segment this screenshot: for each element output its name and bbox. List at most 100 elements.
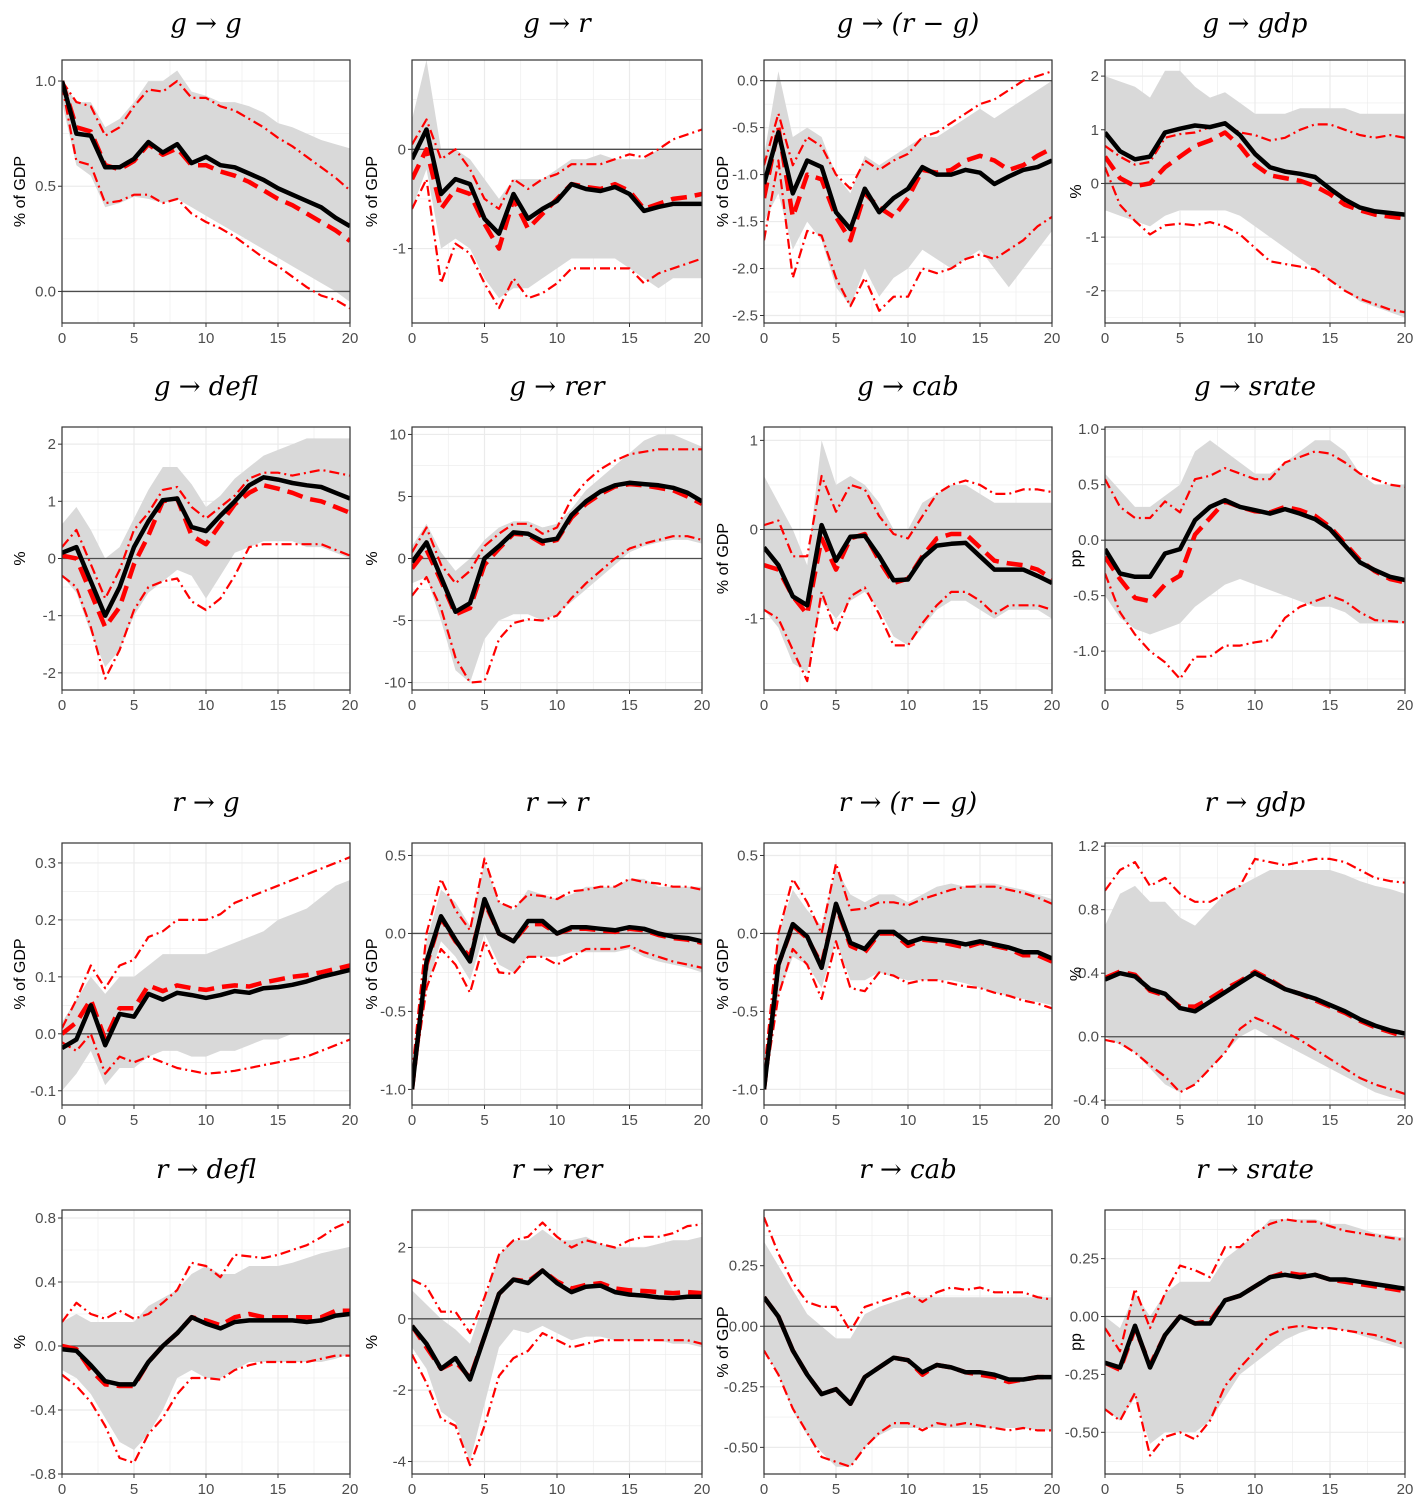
irf-panel: 0 5 10 15 20 -2 -1 0 1 2% g → gdp [1068, 9, 1413, 347]
x-tick-label: 15 [621, 697, 638, 714]
panel-title: r → defl [156, 1155, 256, 1185]
y-tick-label: 1.0 [35, 73, 56, 90]
x-tick-label: 0 [760, 697, 768, 714]
y-axis-label: % [1068, 967, 1085, 981]
y-axis-label: % [1068, 184, 1085, 198]
confidence-band [1105, 870, 1405, 1101]
x-tick-label: 0 [408, 330, 416, 347]
x-tick-label: 5 [130, 330, 138, 347]
y-axis-label: % of GDP [364, 938, 381, 1009]
x-tick-label: 15 [621, 1112, 638, 1129]
y-tick-label: 1.2 [1078, 838, 1099, 855]
y-tick-label: -1 [43, 608, 56, 625]
plot-area [1105, 857, 1405, 1101]
x-tick-label: 15 [270, 330, 287, 347]
point-estimate-line [1105, 497, 1405, 583]
x-tick-label: 0 [58, 697, 66, 714]
x-tick-label: 5 [480, 697, 488, 714]
point-estimate-line [764, 522, 1052, 608]
x-tick-label: 5 [130, 1481, 138, 1498]
panel-title: r → gdp [1205, 788, 1306, 818]
x-tick-label: 10 [1247, 330, 1264, 347]
y-tick-label: 0 [750, 522, 758, 539]
irf-panel: 0 5 10 15 20 -1 0 1 % of GDP g → cab [715, 372, 1060, 714]
confidence-band [764, 1241, 1052, 1467]
irf-panel: 0 5 10 15 20 0.0 0.5 1.0 % of GDP g → g [12, 9, 358, 347]
upper-bound-line [412, 1221, 702, 1335]
panel-title: r → rer [512, 1155, 605, 1185]
alt-estimate-line [62, 963, 350, 1042]
upper-bound-line [62, 79, 350, 192]
confidence-band [412, 1229, 702, 1462]
y-tick-label: 1 [1091, 122, 1099, 139]
lower-bound-line [1105, 1016, 1405, 1095]
x-tick-label: 15 [1322, 697, 1339, 714]
x-tick-label: 10 [198, 697, 215, 714]
y-axis-label: % of GDP [12, 156, 29, 227]
upper-bound-line [764, 474, 1052, 558]
y-tick-label: 0.0 [1078, 532, 1099, 549]
x-tick-label: 0 [760, 1481, 768, 1498]
point-estimate-line [62, 1311, 350, 1387]
x-tick-label: 10 [900, 697, 917, 714]
x-tick-label: 20 [1397, 697, 1414, 714]
x-tick-label: 10 [900, 330, 917, 347]
lower-bound-line [412, 535, 702, 684]
plot-area [412, 857, 702, 1090]
y-tick-label: 0.2 [35, 912, 56, 929]
y-tick-label: -1.5 [732, 214, 758, 231]
x-tick-label: 5 [130, 697, 138, 714]
upper-bound-line [412, 857, 702, 1074]
y-tick-label: 0 [1091, 175, 1099, 192]
x-tick-label: 5 [1176, 1481, 1184, 1498]
y-tick-label: -5 [393, 613, 406, 630]
y-tick-label: 0.0 [35, 283, 56, 300]
y-tick-label: -0.8 [30, 1466, 56, 1483]
irf-panel: 0 5 10 15 20 -1.0 -0.5 0.0 0.5 % of GDP r → (r − g… [715, 788, 1060, 1129]
x-tick-label: 20 [694, 1481, 711, 1498]
plot-area [764, 70, 1052, 312]
y-axis-label: pp [1068, 550, 1085, 568]
plot-area [412, 434, 702, 684]
x-tick-label: 20 [342, 1112, 359, 1129]
y-tick-label: 0.0 [737, 925, 758, 942]
y-tick-label: -0.4 [1073, 1092, 1099, 1109]
lower-bound-line [764, 586, 1052, 683]
lower-bound-line [1105, 573, 1405, 681]
x-tick-label: 15 [270, 1112, 287, 1129]
panel-title: g → gdp [1203, 9, 1308, 39]
point-estimate-line [62, 475, 350, 618]
x-tick-label: 10 [198, 330, 215, 347]
y-tick-label: 0.4 [1078, 965, 1099, 982]
y-tick-label: 2 [398, 1239, 406, 1256]
panel-title: r → g [172, 788, 239, 818]
panel-title: g → r [523, 9, 592, 39]
x-tick-label: 15 [621, 1481, 638, 1498]
panel-title: r → (r − g) [839, 788, 977, 818]
x-tick-label: 10 [900, 1112, 917, 1129]
x-tick-label: 20 [1397, 1481, 1414, 1498]
x-tick-label: 5 [832, 1112, 840, 1129]
confidence-band [412, 60, 702, 299]
y-tick-label: -1.0 [380, 1081, 406, 1098]
confidence-band [764, 440, 1052, 673]
plot-area [764, 440, 1052, 683]
y-tick-label: -1.0 [732, 167, 758, 184]
confidence-band [412, 863, 702, 1090]
x-tick-label: 0 [408, 1481, 416, 1498]
x-tick-label: 10 [1247, 1481, 1264, 1498]
y-tick-label: -0.50 [1065, 1424, 1099, 1441]
lower-bound-line [62, 1032, 350, 1075]
x-tick-label: 20 [1397, 1112, 1414, 1129]
upper-bound-line [412, 118, 702, 210]
y-tick-label: -4 [393, 1454, 406, 1471]
y-tick-label: -2 [393, 1382, 406, 1399]
y-tick-label: 0.8 [1078, 902, 1099, 919]
upper-bound-line [62, 856, 350, 1029]
x-tick-label: 5 [480, 330, 488, 347]
panel-title: g → (r − g) [837, 9, 980, 39]
y-tick-label: 0.5 [737, 847, 758, 864]
plot-area [62, 1220, 350, 1464]
y-axis-label: % [364, 1335, 381, 1349]
x-tick-label: 15 [270, 697, 287, 714]
